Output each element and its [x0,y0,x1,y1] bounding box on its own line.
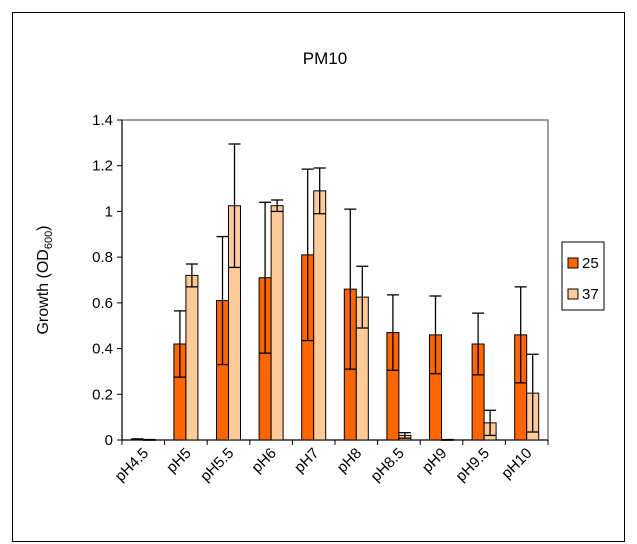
x-tick-label: pH4.5 [112,445,152,485]
y-tick-label: 0.4 [92,341,113,358]
x-tick-label: pH9 [419,445,450,476]
y-tick-label: 1.2 [92,158,113,175]
x-tick-label: pH10 [498,445,535,482]
chart-title: PM10 [303,49,347,68]
x-tick-label: pH8.5 [367,445,407,485]
bar-37-pH5 [185,274,199,441]
y-tick-label: 0.6 [92,295,113,312]
y-axis-label-subscript: 600 [43,231,55,249]
y-tick-label: 0 [105,432,113,449]
legend-swatch-25 [567,257,579,269]
y-axis-label-text: Growth (OD [35,249,52,334]
legend-swatch-37 [567,288,579,300]
legend: 25 37 [561,241,605,311]
x-tick-label: pH5 [163,445,194,476]
y-tick-label: 0.8 [92,249,113,266]
x-tick-label: pH7 [291,445,322,476]
y-tick-label: 1.4 [92,112,113,129]
y-axis-label-close: ) [35,225,52,230]
x-tick-label: pH9.5 [453,445,493,485]
x-tick-label: pH5.5 [197,445,237,485]
legend-label-37: 37 [582,286,599,303]
plot-area: 0 0.2 0.4 0.6 0.8 1 1.2 1.4 pH4.5 pH5 pH5.5 pH6 pH7 p… [92,112,549,485]
legend-label-25: 25 [582,255,599,272]
x-tick-label: pH8 [334,445,365,476]
bar-37-pH7 [313,190,327,441]
y-tick-label: 0.2 [92,386,113,403]
y-axis-label: Growth (OD600) [35,225,55,334]
y-tick-label: 1 [105,203,113,220]
bar-37-pH6 [270,205,284,441]
x-tick-label: pH6 [248,445,279,476]
